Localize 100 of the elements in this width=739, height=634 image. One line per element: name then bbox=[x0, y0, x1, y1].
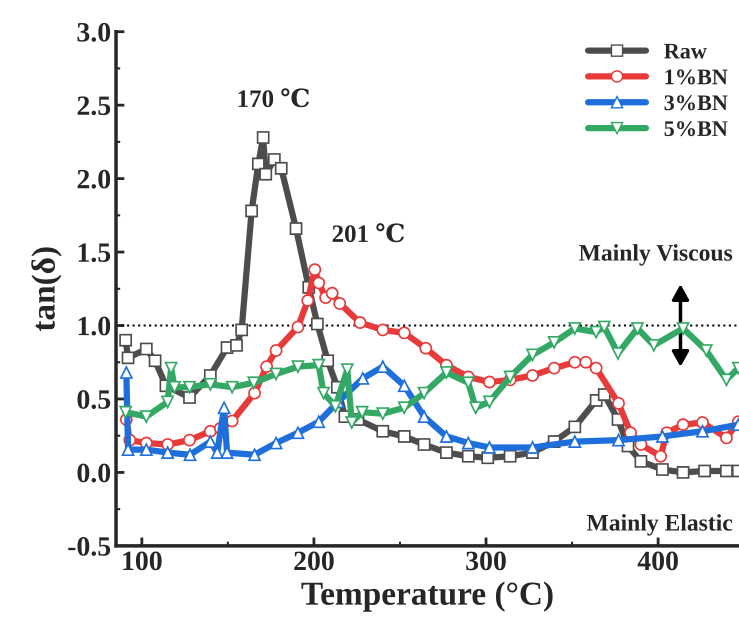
point bbox=[248, 448, 261, 462]
point bbox=[260, 360, 273, 374]
point bbox=[418, 438, 430, 451]
point bbox=[312, 276, 326, 290]
legend-label: 5%BN bbox=[664, 121, 728, 136]
point bbox=[161, 396, 174, 408]
point bbox=[274, 162, 288, 175]
y-tick-label: 0.0 bbox=[78, 464, 110, 482]
point bbox=[161, 446, 174, 459]
point bbox=[462, 450, 475, 463]
point bbox=[398, 430, 411, 443]
point bbox=[119, 406, 132, 419]
point bbox=[720, 464, 733, 478]
point bbox=[579, 356, 592, 369]
x-tick-label: 200 bbox=[294, 552, 334, 570]
point bbox=[354, 316, 366, 329]
point bbox=[376, 407, 390, 420]
point bbox=[333, 297, 346, 310]
point bbox=[462, 436, 475, 450]
point bbox=[259, 168, 272, 181]
y-tick-label: 3.0 bbox=[77, 22, 110, 42]
x-axis-title: Temperature (°C) bbox=[301, 581, 553, 612]
y-tick-label: 2.5 bbox=[78, 96, 110, 116]
point bbox=[317, 386, 330, 400]
point bbox=[440, 446, 453, 459]
y-tick-label: 1.0 bbox=[78, 316, 110, 336]
annotation: Mainly Elastic bbox=[586, 514, 732, 536]
y-tick-label: 1.5 bbox=[78, 243, 110, 262]
y-tick-label: 0.5 bbox=[78, 390, 110, 409]
point bbox=[419, 342, 432, 355]
point bbox=[696, 416, 709, 429]
x-tick-label: 400 bbox=[638, 552, 678, 570]
point bbox=[226, 380, 239, 394]
point bbox=[183, 391, 196, 404]
point bbox=[631, 322, 644, 335]
point bbox=[720, 432, 733, 444]
point bbox=[183, 380, 196, 394]
point bbox=[252, 158, 265, 170]
x-tick-label: 300 bbox=[466, 552, 506, 570]
point bbox=[245, 204, 258, 218]
y-tick-label: -0.5 bbox=[68, 537, 110, 556]
point bbox=[634, 455, 648, 468]
point bbox=[526, 369, 539, 382]
point bbox=[398, 379, 411, 392]
point bbox=[469, 401, 482, 414]
point bbox=[654, 450, 668, 463]
point bbox=[440, 430, 453, 443]
point bbox=[548, 362, 561, 375]
point bbox=[119, 334, 132, 347]
point bbox=[310, 318, 324, 330]
point bbox=[696, 424, 709, 438]
point bbox=[326, 286, 339, 300]
point bbox=[483, 441, 496, 454]
point bbox=[230, 338, 243, 352]
legend-label: Raw bbox=[664, 44, 707, 59]
legend-label: 3%BN bbox=[664, 95, 728, 110]
point bbox=[183, 434, 196, 446]
point bbox=[568, 420, 582, 434]
y-axis-title: tan(δ) bbox=[31, 247, 62, 332]
point bbox=[308, 263, 322, 276]
point bbox=[376, 324, 390, 336]
point bbox=[218, 401, 230, 414]
point bbox=[256, 131, 270, 144]
point bbox=[376, 424, 390, 438]
point bbox=[270, 344, 282, 357]
point bbox=[140, 443, 153, 456]
point bbox=[568, 356, 582, 369]
point bbox=[526, 441, 539, 454]
point bbox=[598, 320, 611, 334]
point bbox=[676, 466, 690, 479]
point bbox=[698, 464, 711, 478]
legend-label: 1%BN bbox=[665, 69, 728, 84]
point bbox=[676, 322, 690, 335]
point bbox=[398, 326, 411, 340]
annotation: 201 ℃ bbox=[332, 223, 404, 242]
point bbox=[301, 294, 314, 307]
point bbox=[612, 396, 625, 410]
point bbox=[292, 426, 304, 440]
y-tick-label: 2.0 bbox=[78, 170, 110, 189]
point bbox=[184, 448, 196, 462]
point bbox=[168, 380, 181, 394]
point bbox=[270, 436, 282, 450]
point bbox=[676, 418, 690, 432]
point bbox=[483, 376, 496, 388]
point bbox=[612, 434, 625, 446]
point bbox=[504, 450, 517, 463]
point bbox=[120, 366, 133, 379]
point bbox=[526, 348, 539, 362]
point bbox=[247, 376, 260, 390]
point bbox=[235, 324, 248, 336]
x-tick-label: 100 bbox=[123, 552, 162, 570]
point bbox=[248, 386, 261, 400]
point bbox=[656, 463, 669, 476]
point bbox=[292, 320, 304, 334]
point bbox=[568, 435, 582, 448]
point bbox=[656, 430, 669, 443]
point bbox=[440, 366, 453, 379]
point bbox=[122, 351, 134, 364]
annotation: Mainly Viscous bbox=[579, 244, 732, 266]
point bbox=[329, 400, 342, 413]
